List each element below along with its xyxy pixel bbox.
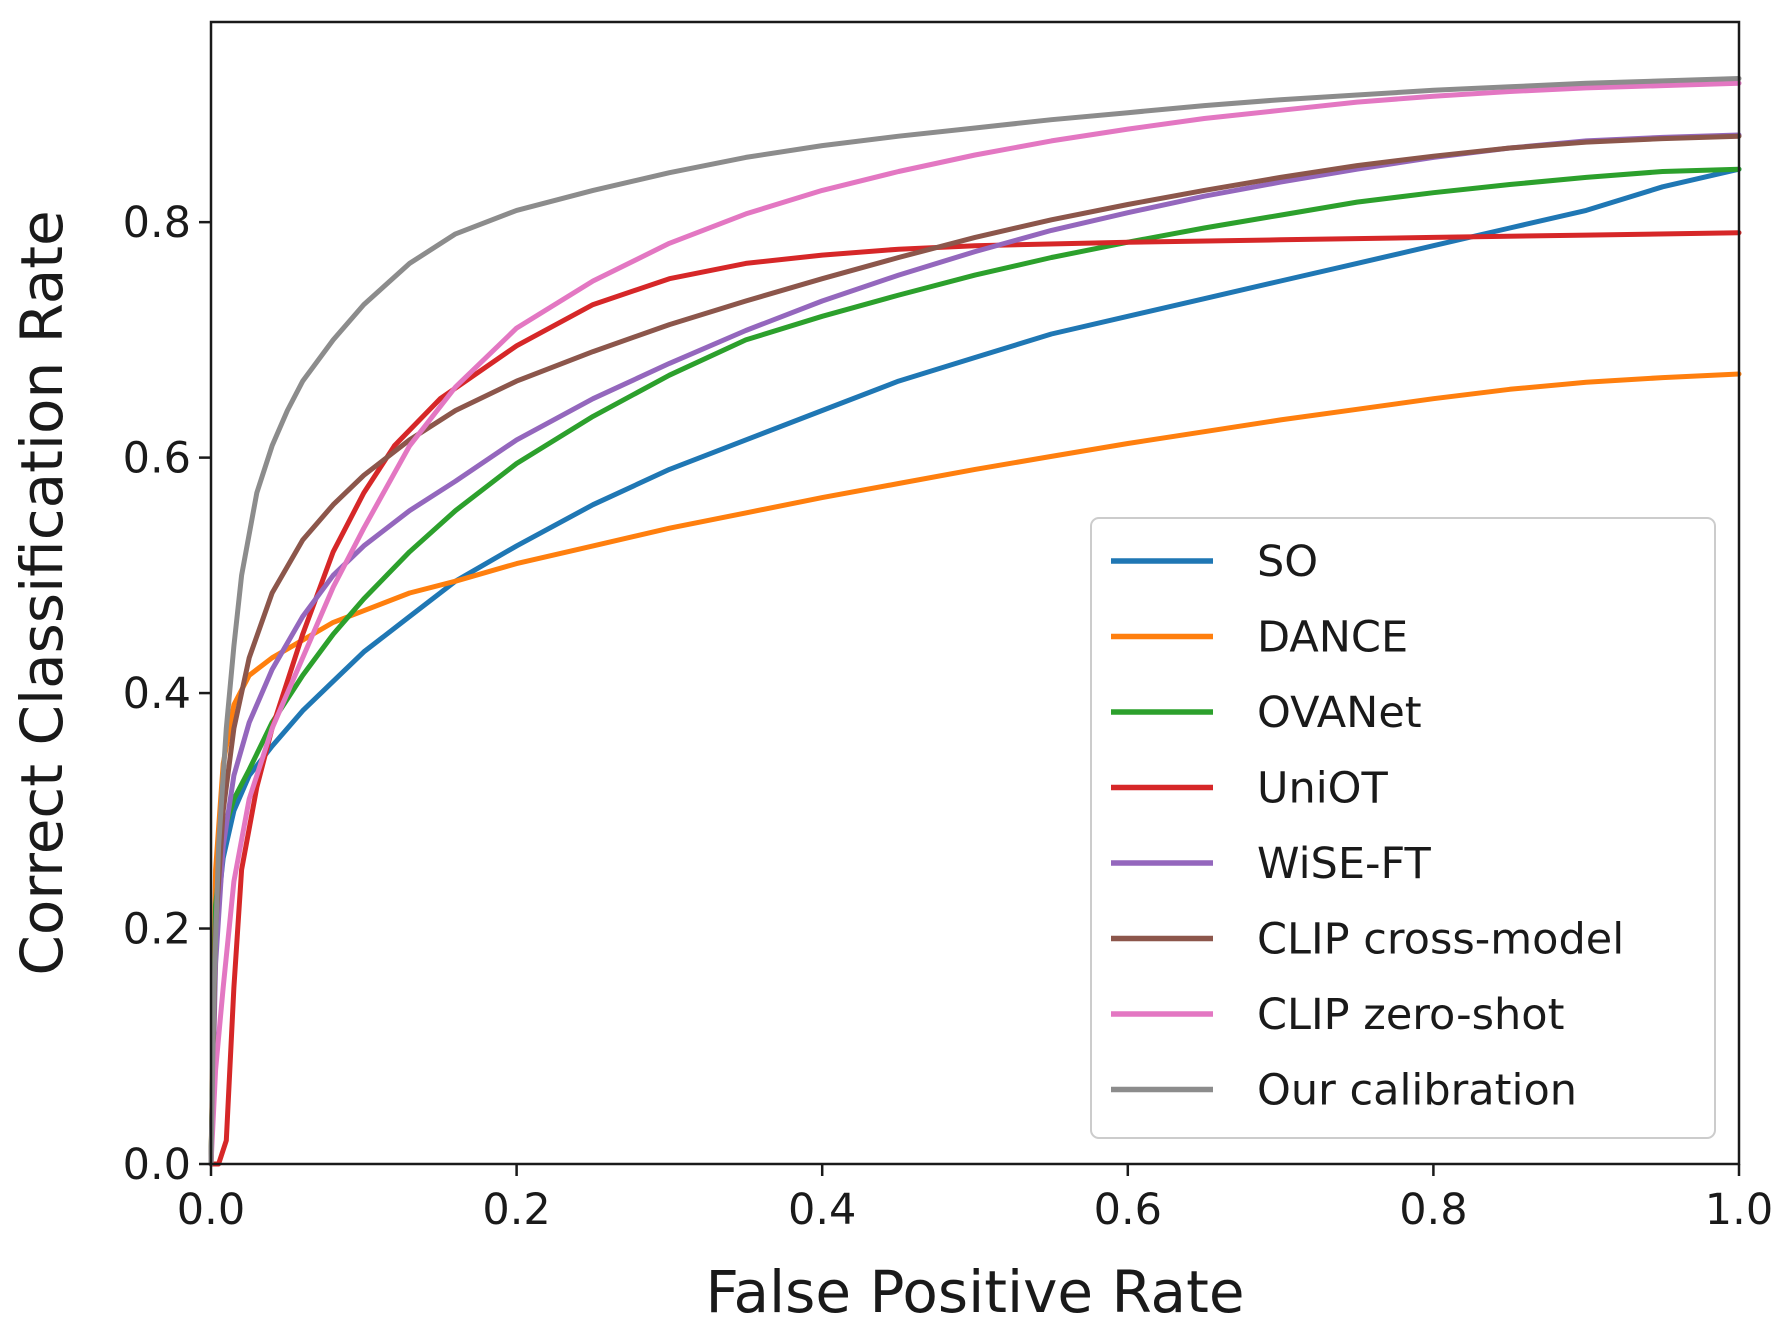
series-line-uniot: [208, 230, 1742, 1167]
legend-label: CLIP cross-model: [1257, 915, 1624, 965]
legend-label: SO: [1257, 537, 1318, 587]
series-line-ovanet: [208, 166, 1742, 1167]
x-axis: 0.0 0.2 0.4 0.6 0.8 1.0: [177, 1164, 1773, 1235]
x-tick-label: 0.8: [1399, 1185, 1467, 1235]
x-tick-label: 0.4: [788, 1185, 856, 1235]
legend-label: CLIP zero-shot: [1257, 990, 1564, 1040]
series-line-clip-cross-model: [208, 133, 1742, 1167]
legend-frame: [1090, 517, 1716, 1139]
x-tick-label: 1.0: [1705, 1185, 1773, 1235]
y-tick-label: 0.0: [123, 1140, 191, 1190]
series-line-our-calibration: [208, 76, 1742, 1167]
x-tick-label: 0.6: [1094, 1185, 1162, 1235]
y-axis-label: Correct Classification Rate: [8, 210, 76, 975]
y-tick-label: 0.2: [123, 905, 191, 955]
plot-lines: [208, 76, 1742, 1167]
series-line-clip-zero-shot: [208, 80, 1742, 1167]
legend-label: Our calibration: [1257, 1066, 1577, 1116]
y-tick-label: 0.8: [123, 198, 191, 248]
legend-label: OVANet: [1257, 688, 1422, 738]
x-axis-label: False Positive Rate: [705, 1258, 1244, 1326]
y-tick-label: 0.6: [123, 434, 191, 484]
y-axis: 0.0 0.2 0.4 0.6 0.8: [123, 198, 211, 1190]
legend-label: DANCE: [1257, 613, 1408, 663]
x-tick-label: 0.0: [177, 1185, 245, 1235]
legend-label: WiSE-FT: [1257, 839, 1431, 889]
y-tick-label: 0.4: [123, 669, 191, 719]
series-line-dance: [208, 371, 1742, 1167]
x-tick-label: 0.2: [482, 1185, 550, 1235]
axes-frame: [209, 20, 1741, 1166]
legend: SO DANCE OVANet UniOT WiSE-FT CLIP cross-mode…: [1090, 517, 1716, 1139]
legend-label: UniOT: [1257, 764, 1389, 814]
